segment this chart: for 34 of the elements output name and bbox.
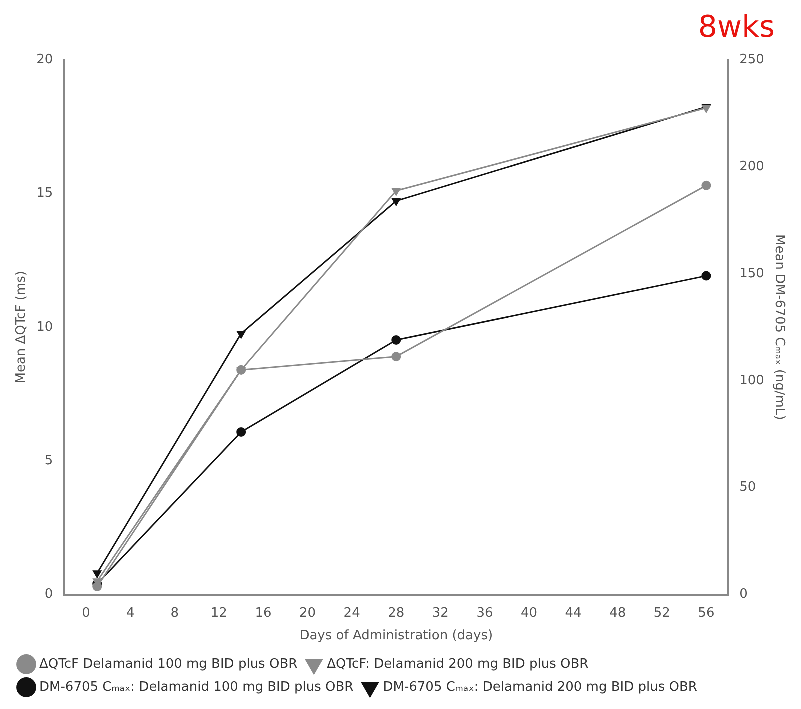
y-tick-label: 20 xyxy=(36,52,54,68)
y-tick-label: 0 xyxy=(44,587,54,602)
y-tick-label: 5 xyxy=(44,453,54,468)
x-tick-label: 8 xyxy=(170,606,180,621)
x-tick-label: 48 xyxy=(610,606,626,621)
legend-label: ΔQTcF Delamanid 100 mg BID plus OBR xyxy=(40,656,298,672)
x-tick-label: 0 xyxy=(82,606,90,621)
y2-tick-label: 50 xyxy=(740,480,756,496)
y2-tick-label: 150 xyxy=(740,266,764,282)
x-tick-label: 4 xyxy=(126,606,135,621)
x-tick-label: 16 xyxy=(255,606,272,621)
text: 8wks xyxy=(698,10,775,45)
y2-tick-label: 200 xyxy=(740,159,764,174)
x-tick-label: 32 xyxy=(432,606,449,621)
y-tick-label: 10 xyxy=(36,320,54,335)
x-axis-title: Days of Administration (days) xyxy=(300,628,494,644)
x-tick-label: 28 xyxy=(388,606,405,621)
legend-label: DM-6705 Cₘₐₓ: Delamanid 200 mg BID plus OBR xyxy=(383,680,698,695)
x-tick-label: 56 xyxy=(698,606,715,621)
legend-label: DM-6705 Cₘₐₓ: Delamanid 100 mg BID plus OBR xyxy=(40,680,354,695)
y2-tick-label: 250 xyxy=(740,52,764,68)
x-tick-label: 36 xyxy=(476,606,494,621)
x-tick-label: 52 xyxy=(654,606,670,621)
y2-tick-label: 100 xyxy=(740,373,764,388)
y-tick-label: 15 xyxy=(36,186,54,202)
x-tick-label: 24 xyxy=(344,606,360,621)
y2-tick-label: 0 xyxy=(740,587,748,602)
x-tick-label: 44 xyxy=(565,606,582,621)
x-tick-label: 12 xyxy=(210,606,228,621)
legend-label: ΔQTcF: Delamanid 200 mg BID plus OBR xyxy=(327,656,589,672)
x-tick-label: 20 xyxy=(300,606,316,621)
y2-axis-title: Mean DM-6705 Cₘₐₓ (ng/mL) xyxy=(772,234,787,420)
x-tick-label: 40 xyxy=(520,606,538,621)
y-axis-title: Mean ΔQTcF (ms) xyxy=(14,271,30,384)
